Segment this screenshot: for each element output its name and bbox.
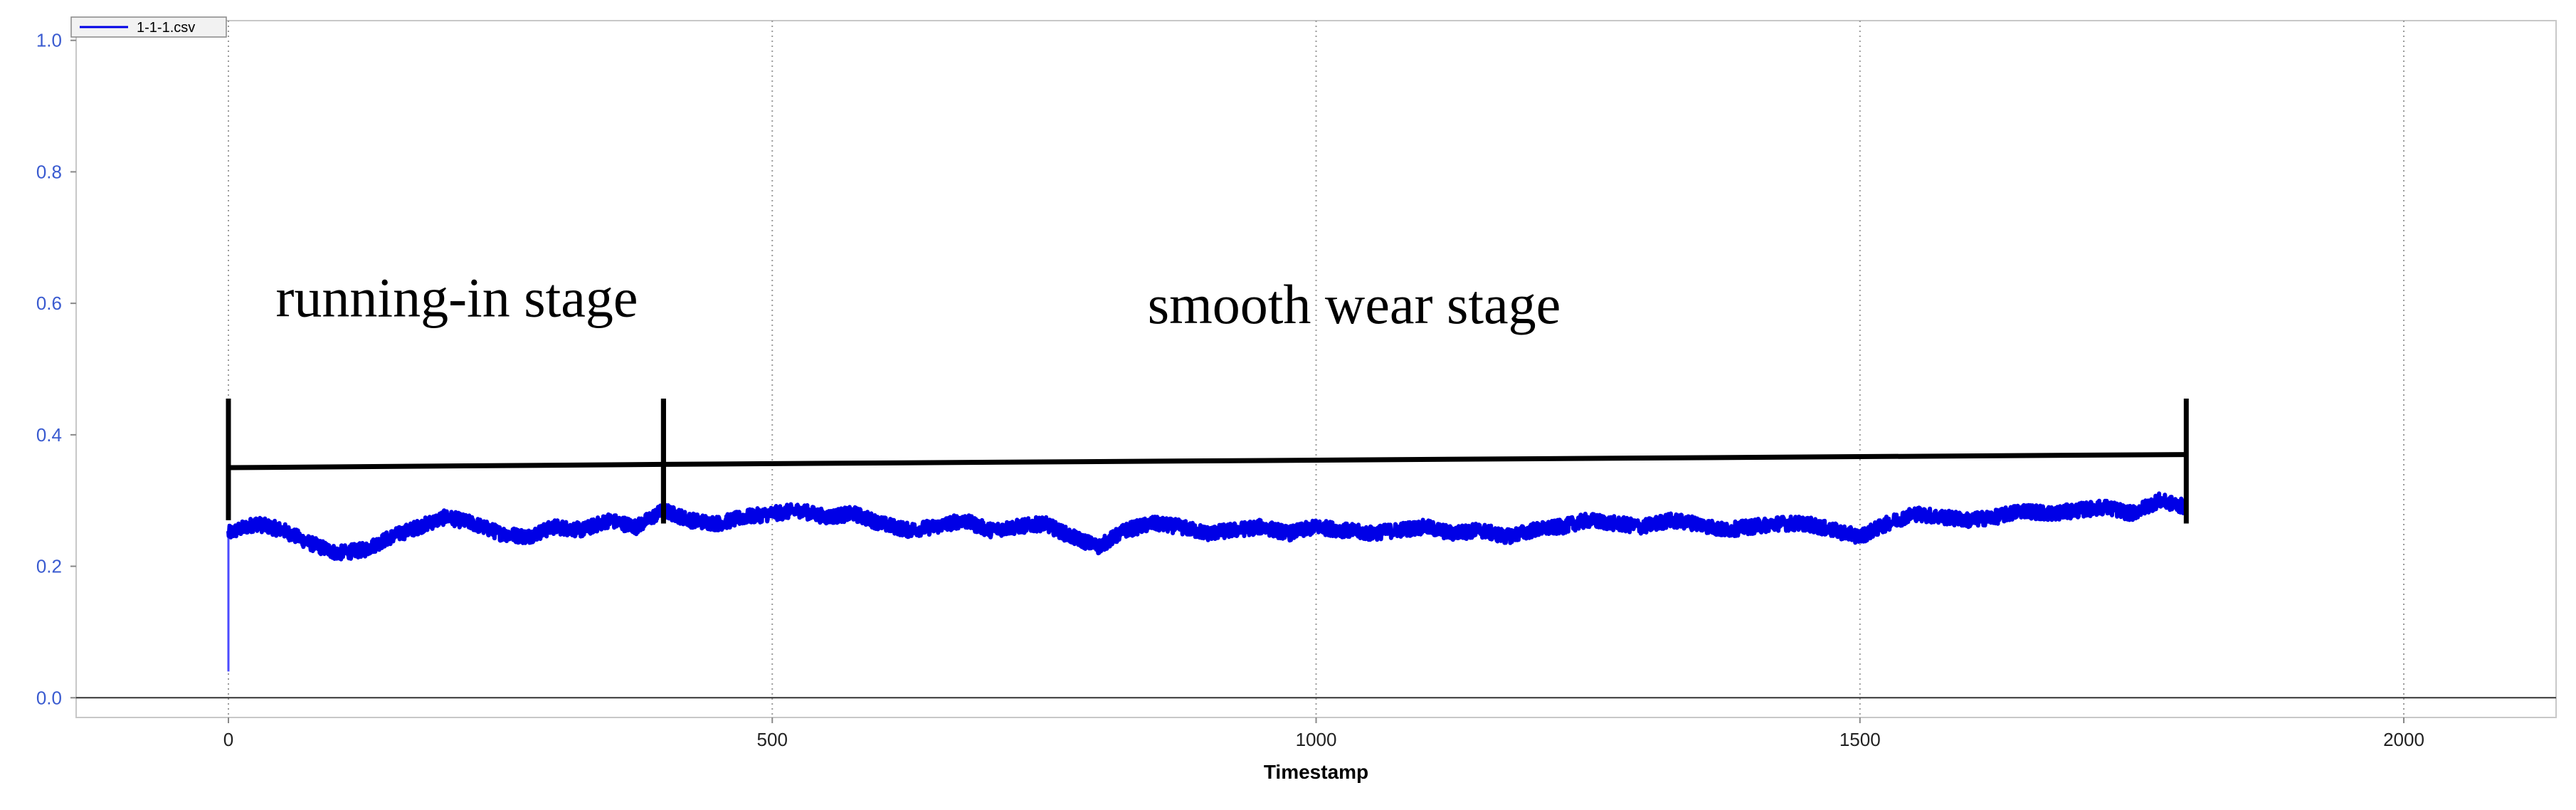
y-tick-label-0: 0.0	[36, 687, 62, 708]
x-tick-label-3: 1500	[1839, 729, 1881, 750]
y-tick-label-4: 0.8	[36, 161, 62, 182]
smooth-wear-stage-bracket-line	[663, 452, 2187, 467]
x-tick-label-1: 500	[757, 729, 788, 750]
smooth-wear-stage-label: smooth wear stage	[1148, 273, 1561, 335]
running-in-stage-label: running-in stage	[275, 267, 638, 329]
legend[interactable]: 1-1-1.csv	[70, 16, 227, 38]
y-tick-label-2: 0.4	[36, 424, 62, 446]
x-axis-ticks: 0 500 1000 1500 2000	[223, 717, 2424, 750]
y-axis-ticks: 0.0 0.2 0.4 0.6 0.8 1.0	[36, 30, 76, 708]
y-tick-label-5: 1.0	[36, 30, 62, 51]
legend-label: 1-1-1.csv	[137, 20, 195, 36]
x-axis-title: Timestamp	[1264, 761, 1368, 783]
stage-annotations: running-in stage smooth wear stage	[226, 267, 2189, 524]
series-line	[226, 491, 2189, 562]
plot-area	[75, 20, 2557, 718]
x-tick-label-2: 1000	[1296, 729, 1337, 750]
y-tick-label-3: 0.6	[36, 293, 62, 314]
x-tick-label-4: 2000	[2383, 729, 2424, 750]
running-in-stage-bracket-line	[228, 461, 664, 470]
y-tick-label-1: 0.2	[36, 556, 62, 577]
x-tick-label-0: 0	[223, 729, 233, 750]
